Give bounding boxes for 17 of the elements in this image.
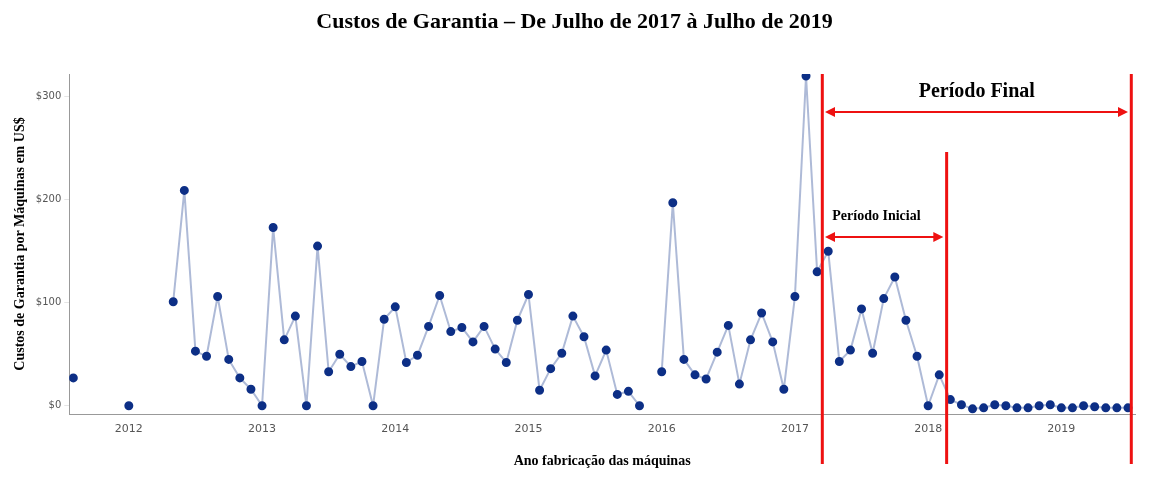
y-tick-label: $100	[35, 296, 62, 308]
x-tick-label: 2015	[514, 422, 543, 436]
x-tick-label: 2016	[647, 422, 676, 436]
x-tick-label: 2012	[114, 422, 143, 436]
y-tick-label: $0	[48, 399, 62, 411]
y-tick-label: $300	[35, 90, 62, 102]
x-tick-label: 2014	[381, 422, 410, 436]
x-tick-label: 2019	[1047, 422, 1076, 436]
annotation: Período Final	[918, 79, 1036, 102]
x-tick-label: 2013	[248, 422, 277, 436]
x-tick-label: 2017	[780, 422, 809, 436]
y-axis-title: Custos de Garantia por Máquinas em US$	[12, 117, 28, 371]
annotation: Período Inicial	[832, 207, 921, 223]
x-axis-title: Ano fabricação das máquinas	[513, 453, 692, 469]
x-tick-label: 2018	[914, 422, 943, 436]
chart-title: Custos de Garantia – De Julho de 2017 à Julho de 2019	[315, 8, 834, 34]
y-tick-label: $200	[35, 193, 62, 205]
